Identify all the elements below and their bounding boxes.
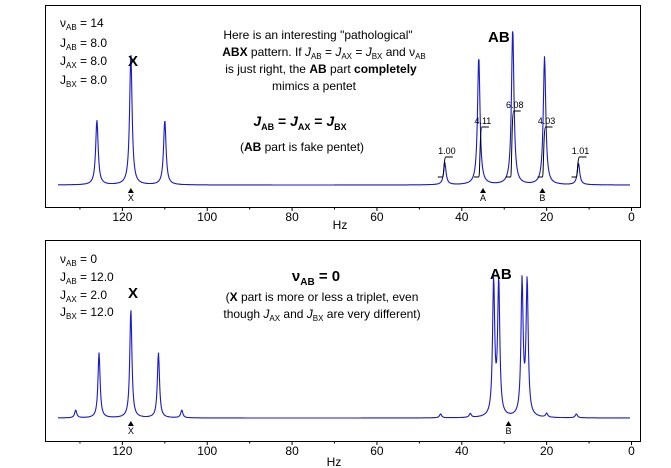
- top-annotation-line2: ABX pattern. If JAB = JAX = JBX and νAB: [222, 45, 425, 61]
- peak-marker-label-X: X: [128, 193, 134, 203]
- x-tick-label-100: 100: [197, 210, 217, 224]
- x-tick-label-20: 20: [540, 210, 554, 224]
- bottom-x-axis-label: Hz: [327, 455, 342, 468]
- bottom-panel: 120 100 80 60 40 20 0 Hz νAB = 0 JAB = 12.0 JA…: [45, 240, 641, 468]
- bottom-param-j-ab: JAB = 12.0: [60, 270, 114, 286]
- peak-marker-X: [127, 188, 134, 193]
- integral-label: 1.00: [438, 146, 456, 156]
- bottom-label-ab: AB: [490, 266, 512, 283]
- top-params: νAB = 14 JAB = 8.0 JAX = 8.0 JBX = 8.0: [60, 16, 107, 89]
- bottom-label-x: X: [128, 285, 138, 302]
- x-tick-label-120: 120: [112, 444, 132, 458]
- integral-label: 1.01: [572, 146, 590, 156]
- top-integrals: 1.00 4.11 6.08 4.03 1.01: [437, 100, 590, 178]
- top-annotation: Here is an interesting "pathological" AB…: [222, 28, 425, 154]
- x-tick-label-100: 100: [197, 444, 217, 458]
- bottom-spectrum-trace: [58, 275, 630, 419]
- top-subtitle: (AB part is fake pentet): [240, 140, 364, 154]
- integral-label: 4.03: [538, 116, 556, 126]
- top-panel: 120 100 80 60 40 20 0 Hz νAB = 14 JAB = 8.0 JA…: [45, 5, 641, 232]
- top-annotation-line3: is just right, the AB part completely: [225, 62, 417, 76]
- x-tick-label-20: 20: [540, 444, 554, 458]
- integral-curve: [505, 110, 521, 178]
- top-param-nu-ab: νAB = 14: [60, 16, 104, 32]
- bottom-params: νAB = 0 JAB = 12.0 JAX = 2.0 JBX = 12.0: [60, 252, 114, 321]
- top-annotation-line1: Here is an interesting "pathological": [223, 28, 412, 42]
- integral-curve: [437, 156, 453, 178]
- top-param-j-ab: JAB = 8.0: [60, 36, 107, 52]
- x-tick-label-80: 80: [285, 444, 299, 458]
- peak-marker-label-A: A: [480, 193, 486, 203]
- bottom-title: νAB = 0: [292, 268, 340, 288]
- x-tick-label-120: 120: [112, 210, 132, 224]
- peak-marker-label-B: B: [539, 193, 545, 203]
- top-param-j-ax: JAX = 8.0: [60, 54, 107, 70]
- bottom-param-nu-ab: νAB = 0: [60, 252, 97, 268]
- bottom-annotation: νAB = 0 (X part is more or less a triple…: [223, 268, 420, 323]
- integral-curve: [537, 126, 553, 178]
- peak-marker-B: [539, 188, 546, 193]
- x-tick-label-40: 40: [455, 444, 469, 458]
- top-param-j-bx: JBX = 8.0: [60, 73, 107, 89]
- bottom-annotation-line2: though JAX and JBX are very different): [223, 307, 420, 323]
- bottom-plot-frame: [45, 240, 641, 442]
- x-tick-label-60: 60: [370, 444, 384, 458]
- x-tick-label-40: 40: [455, 210, 469, 224]
- peak-marker-X: [127, 421, 134, 426]
- integral-label: 6.08: [506, 100, 524, 110]
- peak-marker-label-B: B: [505, 426, 511, 436]
- bottom-param-j-bx: JBX = 12.0: [60, 305, 114, 321]
- peak-marker-A: [480, 188, 487, 193]
- bottom-x-axis: 120 100 80 60 40 20 0: [79, 441, 635, 458]
- bottom-annotation-line1: (X part is more or less a triplet, even: [226, 290, 419, 304]
- top-x-axis-label: Hz: [333, 218, 348, 232]
- peak-marker-label-X: X: [128, 426, 134, 436]
- integral-curve: [473, 126, 489, 178]
- x-tick-label-0: 0: [628, 210, 635, 224]
- x-tick-label-60: 60: [370, 210, 384, 224]
- integral-curve: [571, 156, 587, 178]
- top-spectrum-trace: [58, 31, 630, 186]
- integral-label: 4.11: [474, 116, 491, 126]
- top-label-x: X: [128, 53, 138, 70]
- top-label-ab: AB: [488, 29, 510, 46]
- top-x-axis: 120 100 80 60 40 20 0: [79, 207, 635, 224]
- top-plot-frame: [45, 5, 641, 208]
- x-tick-label-0: 0: [628, 444, 635, 458]
- top-annotation-line4: mimics a pentet: [272, 79, 357, 93]
- top-equation: JAB = JAX = JBX: [253, 113, 346, 132]
- x-tick-label-80: 80: [285, 210, 299, 224]
- peak-marker-B: [505, 421, 512, 426]
- bottom-param-j-ax: JAX = 2.0: [60, 288, 107, 304]
